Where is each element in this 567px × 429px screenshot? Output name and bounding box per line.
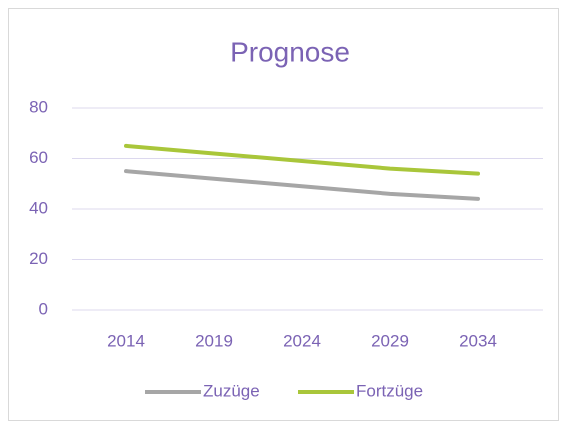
x-tick-label: 2029 xyxy=(371,331,409,350)
x-tick-label: 2024 xyxy=(283,331,321,350)
y-tick-label: 80 xyxy=(29,97,48,116)
chart-frame xyxy=(8,8,559,421)
x-tick-label: 2034 xyxy=(459,331,497,350)
x-tick-label: 2014 xyxy=(107,331,145,350)
chart-title: Prognose xyxy=(230,36,350,67)
series-line xyxy=(124,143,480,176)
y-tick-label: 40 xyxy=(29,198,48,217)
x-tick-label: 2019 xyxy=(195,331,233,350)
series-line xyxy=(124,169,480,201)
y-tick-label: 20 xyxy=(29,249,48,268)
legend-label: Zuzüge xyxy=(203,381,260,400)
y-tick-label: 0 xyxy=(39,299,48,318)
legend-label: Fortzüge xyxy=(356,381,423,400)
y-tick-label: 60 xyxy=(29,148,48,167)
